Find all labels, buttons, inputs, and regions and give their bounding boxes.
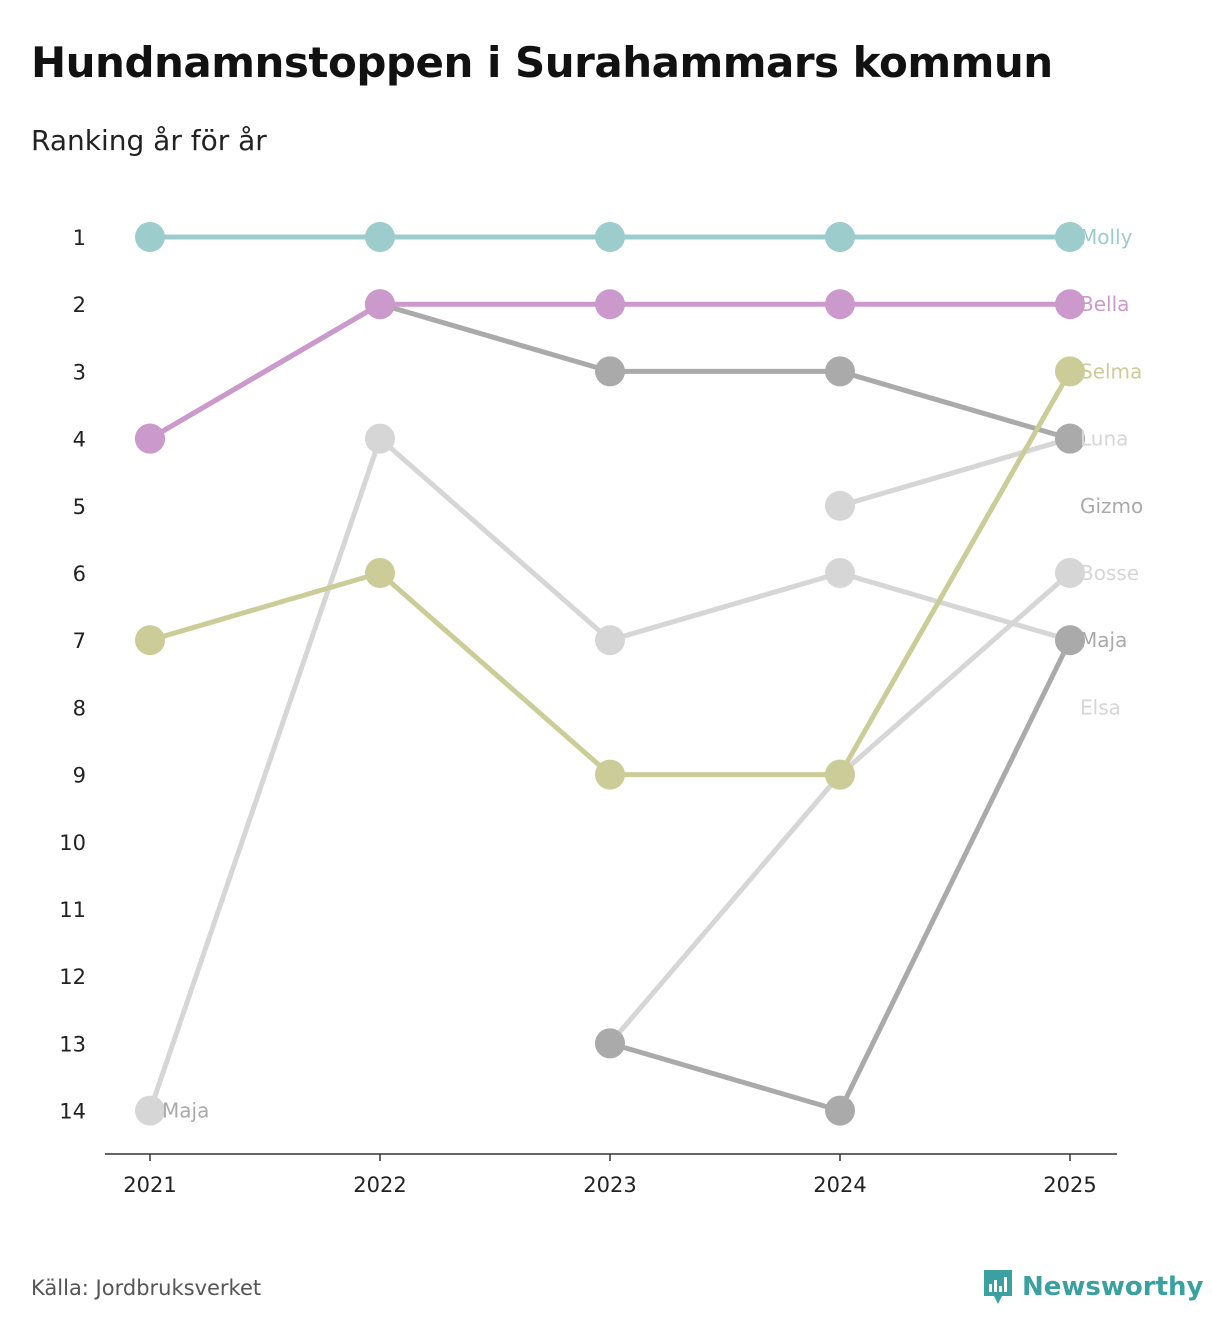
chart-subtitle: Ranking år för år (31, 124, 267, 157)
y-tick-label-4: 4 (73, 428, 86, 452)
y-tick-label-10: 10 (59, 831, 86, 855)
point-molly-2021 (135, 222, 165, 252)
point-molly-2024 (825, 222, 855, 252)
x-tick-label-2025: 2025 (1043, 1173, 1096, 1197)
end-label-maja: Maja (1080, 628, 1127, 652)
point-gizmo-2024 (825, 1095, 855, 1126)
point-bella-2021 (135, 423, 165, 454)
point-maja-2024 (825, 558, 855, 588)
point-selma-2022 (365, 558, 395, 588)
end-label-elsa: Elsa (1080, 695, 1121, 719)
x-tick-label-2022: 2022 (353, 1173, 406, 1197)
end-label-molly: Molly (1080, 225, 1133, 249)
x-tick-label-2024: 2024 (813, 1173, 866, 1197)
y-tick-label-14: 14 (59, 1100, 86, 1124)
newsworthy-icon (984, 1270, 1012, 1304)
point-gizmo-2025 (1055, 625, 1085, 656)
point-luna-2024 (825, 356, 855, 387)
point-luna-2025 (1055, 423, 1085, 454)
end-label-luna: Luna (1080, 427, 1128, 451)
end-label-gizmo: Gizmo (1080, 494, 1143, 518)
x-tick-label-2023: 2023 (583, 1173, 636, 1197)
point-bella-2022 (365, 289, 395, 320)
line-bosse (837, 436, 1073, 509)
brand-name: Newsworthy (1022, 1272, 1204, 1302)
point-gizmo-2023 (595, 1028, 625, 1059)
y-tick-label-2: 2 (73, 293, 86, 317)
y-tick-label-12: 12 (59, 965, 86, 989)
point-bella-2023 (595, 289, 625, 320)
point-selma-2021 (135, 625, 165, 656)
point-maja-2023 (595, 625, 625, 656)
x-axis: 2021 2022 2023 2024 2025 (105, 1153, 1117, 1197)
y-tick-label-7: 7 (73, 629, 86, 653)
point-elsa-2025 (1055, 558, 1085, 588)
point-molly-2023 (595, 222, 625, 252)
y-tick-label-11: 11 (59, 898, 86, 922)
point-molly-2025 (1055, 222, 1085, 252)
y-tick-label-8: 8 (73, 696, 86, 720)
point-bosse-2024 (825, 490, 855, 521)
y-tick-label-6: 6 (73, 562, 86, 586)
point-selma-2024 (825, 759, 855, 790)
point-selma-2023 (595, 759, 625, 790)
line-elsa (607, 570, 1073, 1046)
series-labels: Molly Bella Selma Luna Gizmo Bosse Maja Elsa Maj… (162, 225, 1143, 1123)
y-tick-label-9: 9 (73, 764, 86, 788)
series-points (135, 222, 1085, 1126)
newsworthy-logo: Newsworthy (982, 1268, 1203, 1306)
chart-title: Hundnamnstoppen i Surahammars kommun (31, 38, 1053, 87)
point-maja-2022 (365, 423, 395, 454)
point-selma-2025 (1055, 356, 1085, 387)
point-molly-2022 (365, 222, 395, 252)
source-note: Källa: Jordbruksverket (31, 1276, 262, 1300)
point-bella-2025 (1055, 289, 1085, 320)
point-bella-2024 (825, 289, 855, 320)
end-label-bosse: Bosse (1080, 561, 1139, 585)
start-label-maja: Maja (162, 1099, 209, 1123)
end-label-bella: Bella (1080, 292, 1129, 316)
y-tick-label-3: 3 (73, 360, 86, 384)
y-tick-label-1: 1 (73, 226, 86, 250)
y-tick-label-5: 5 (73, 495, 86, 519)
point-luna-2023 (595, 356, 625, 387)
point-maja-2021 (135, 1095, 165, 1126)
end-label-selma: Selma (1080, 359, 1142, 383)
y-tick-label-13: 13 (59, 1032, 86, 1056)
line-gizmo (607, 637, 1073, 1114)
x-tick-label-2021: 2021 (123, 1173, 176, 1197)
